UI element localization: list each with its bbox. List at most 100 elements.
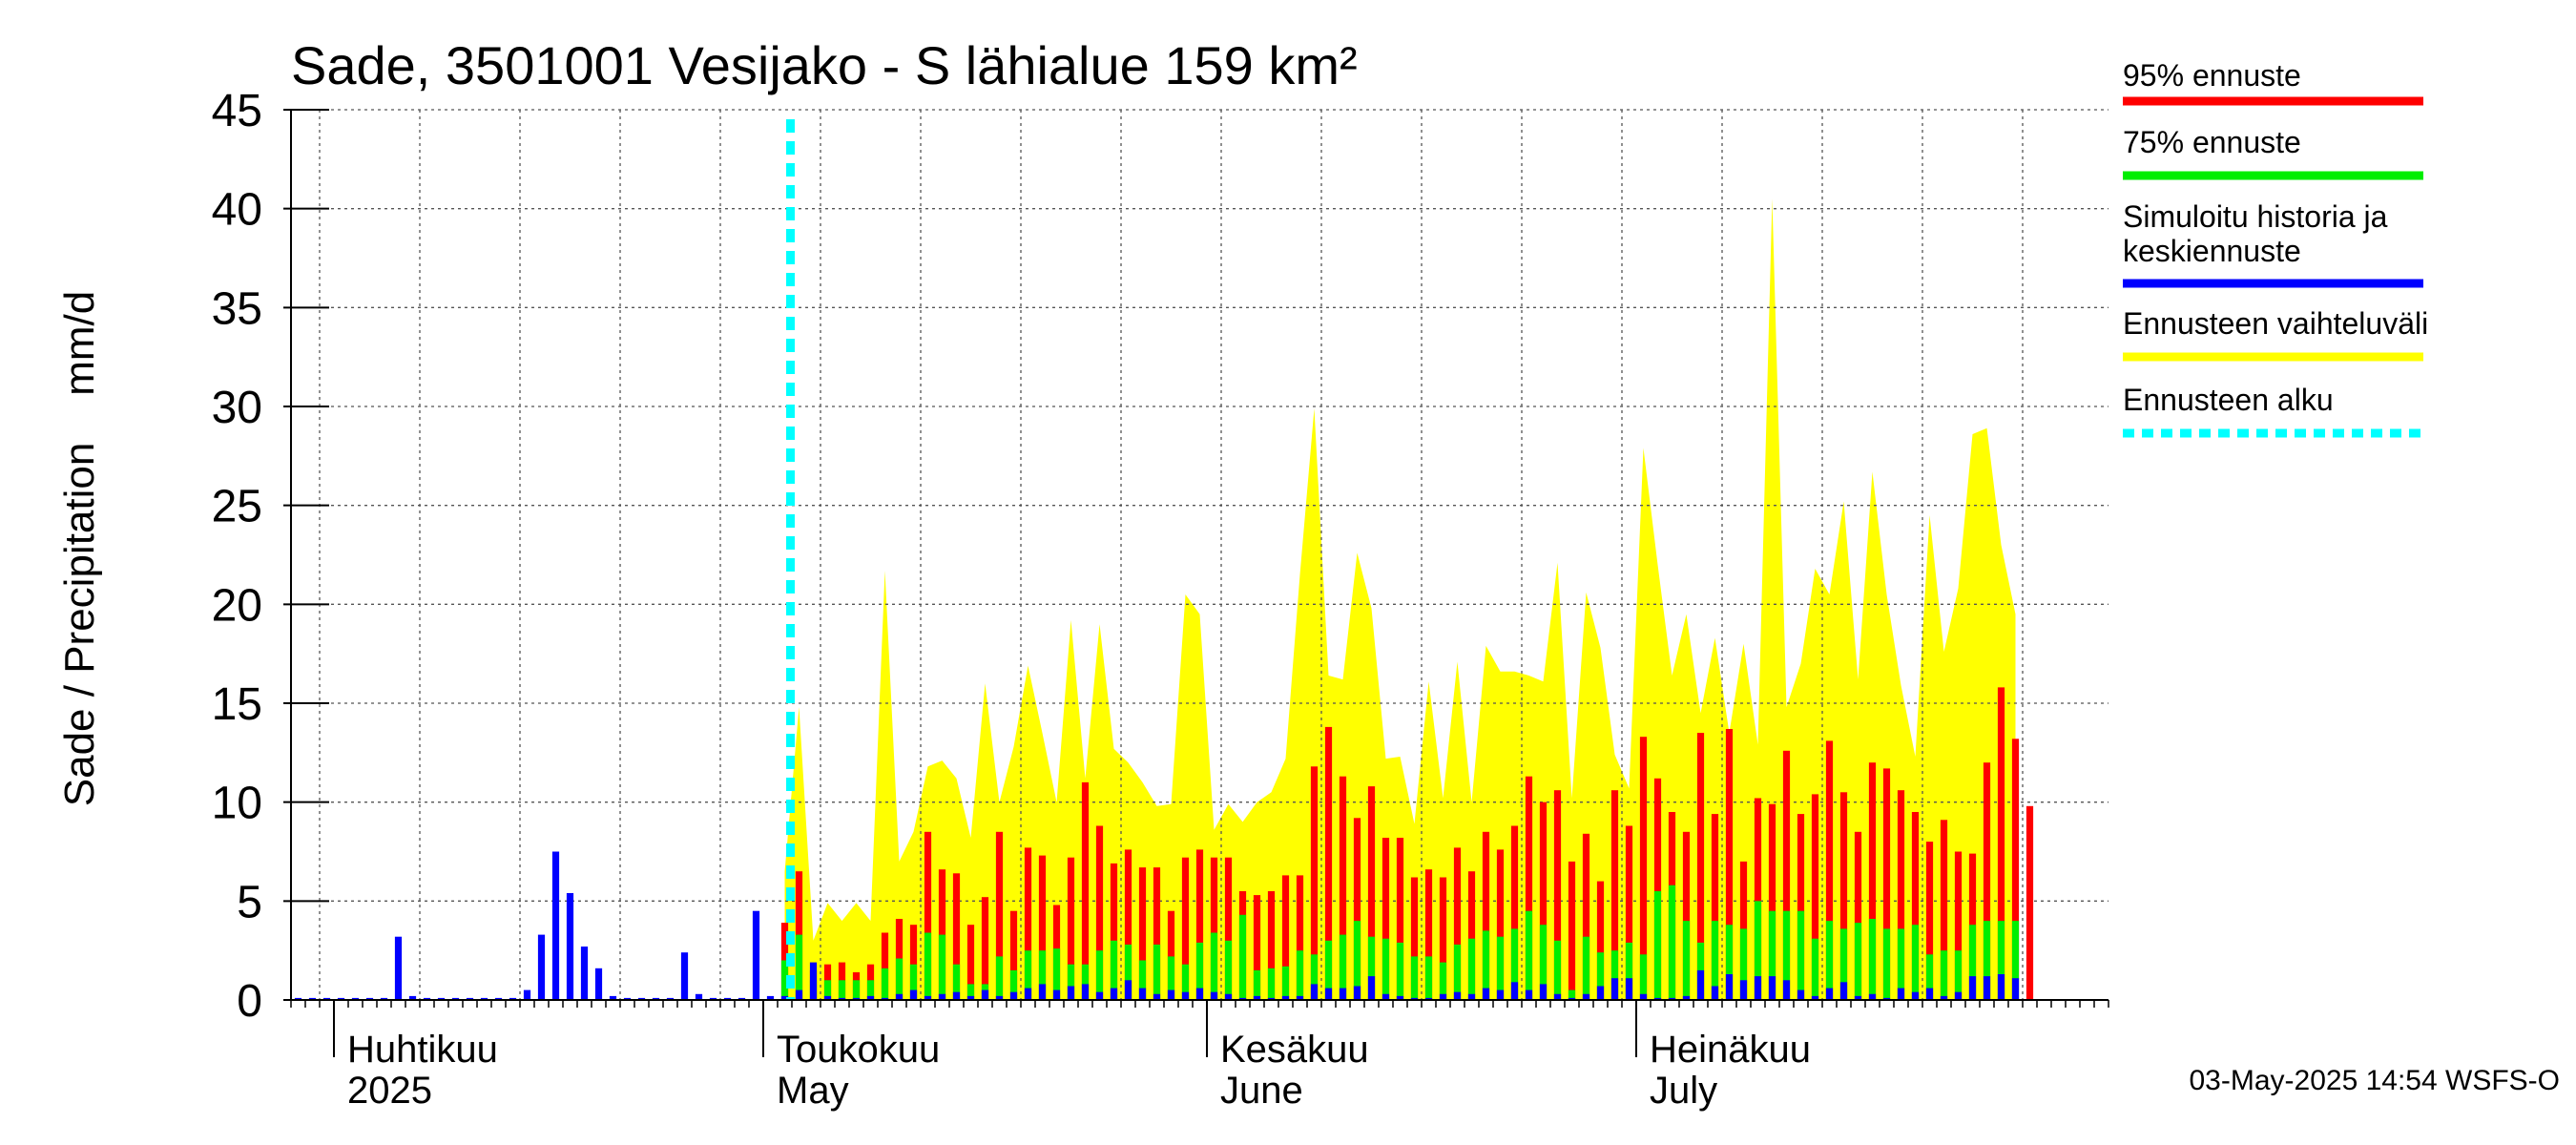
median-bar bbox=[1081, 984, 1090, 1000]
median-bar bbox=[1825, 988, 1834, 1000]
p75-bar bbox=[1668, 885, 1676, 1000]
p75-bar bbox=[1897, 928, 1905, 1000]
history-bar bbox=[537, 934, 546, 1000]
median-bar bbox=[1782, 980, 1791, 1000]
median-bar bbox=[1496, 989, 1505, 1000]
p95-bar bbox=[1009, 910, 1018, 1000]
y-tick-label: 20 bbox=[212, 580, 262, 631]
p95-bar bbox=[2011, 739, 2020, 1000]
p75-bar bbox=[1639, 954, 1648, 1000]
history-bar bbox=[623, 997, 632, 1000]
grid-layer bbox=[291, 109, 2109, 1000]
history-bar bbox=[695, 993, 703, 1000]
history-bar bbox=[709, 997, 717, 1000]
p75-bar bbox=[924, 932, 932, 1000]
history-bar bbox=[480, 997, 488, 1000]
p75-bar bbox=[1596, 952, 1605, 1000]
p75-bar bbox=[1839, 928, 1848, 1000]
chart-title: Sade, 3501001 Vesijako - S lähialue 159 … bbox=[291, 35, 1358, 95]
p95-bar bbox=[1625, 825, 1633, 1000]
median-bar bbox=[1882, 997, 1891, 1000]
median-bar bbox=[1653, 997, 1662, 1000]
median-bar bbox=[1367, 976, 1376, 1000]
axis-layer: 051015202530354045Huhtikuu2025ToukokuuMa… bbox=[212, 86, 2109, 1112]
history-bar bbox=[322, 997, 331, 1000]
median-bar bbox=[1296, 995, 1304, 1000]
p75-bar bbox=[995, 956, 1004, 1000]
p95-bar bbox=[1296, 875, 1304, 1000]
p95-bar bbox=[1682, 831, 1691, 1000]
median-bar bbox=[1310, 984, 1319, 1000]
p75-bar bbox=[1553, 940, 1562, 1000]
history-bar bbox=[466, 997, 474, 1000]
p95-bar bbox=[1882, 768, 1891, 1000]
median-bar bbox=[1482, 988, 1490, 1000]
p75-bar bbox=[1482, 930, 1490, 1000]
p95-bar bbox=[1367, 786, 1376, 1000]
p75-bar bbox=[1983, 921, 1991, 1000]
p75-bar bbox=[1725, 925, 1734, 1000]
p75-bar bbox=[1281, 966, 1290, 1000]
p95-bar bbox=[1339, 776, 1347, 1000]
p75-bar bbox=[1095, 950, 1104, 1000]
p75-bar bbox=[823, 980, 832, 1000]
median-bar bbox=[909, 989, 918, 1000]
y-tick-label: 25 bbox=[212, 482, 262, 532]
median-bar bbox=[1625, 978, 1633, 1000]
median-bar bbox=[1281, 995, 1290, 1000]
p75-bar bbox=[1296, 950, 1304, 1000]
history-bar bbox=[523, 989, 531, 1000]
history-bar bbox=[408, 995, 417, 1000]
p95-bar bbox=[1310, 766, 1319, 1000]
p95-bar bbox=[1997, 687, 2005, 1000]
history-bar bbox=[494, 997, 503, 1000]
median-bar bbox=[1768, 976, 1776, 1000]
median-bar bbox=[1181, 991, 1190, 1000]
p75-bar bbox=[1439, 962, 1447, 1000]
p75-bar bbox=[1653, 891, 1662, 1000]
median-bar bbox=[1167, 989, 1175, 1000]
p95-bar bbox=[1167, 910, 1175, 1000]
p95-bar bbox=[1954, 851, 1963, 1000]
median-bar bbox=[1568, 997, 1576, 1000]
p75-bar bbox=[795, 934, 803, 1000]
p95-bar bbox=[1768, 803, 1776, 1000]
median-bar bbox=[1396, 995, 1404, 1000]
p75-bar bbox=[1153, 944, 1161, 1000]
median-bar bbox=[780, 995, 789, 1000]
history-bar bbox=[365, 997, 374, 1000]
history-bar bbox=[680, 952, 689, 1000]
history-bar bbox=[337, 997, 345, 1000]
median-bar bbox=[1439, 993, 1447, 1000]
p75-bar bbox=[1138, 960, 1147, 1000]
p95-bar bbox=[1095, 825, 1104, 1000]
p95-bar bbox=[981, 897, 989, 1000]
y-tick-label: 5 bbox=[237, 877, 262, 927]
p95-bar bbox=[2025, 805, 2034, 1000]
p75-bar bbox=[1181, 964, 1190, 1000]
y-tick-label: 10 bbox=[212, 779, 262, 829]
history-bar bbox=[666, 997, 675, 1000]
p75-bar bbox=[1625, 942, 1633, 1000]
y-tick-label: 35 bbox=[212, 283, 262, 334]
history-bar bbox=[294, 997, 302, 1000]
p95-bar bbox=[1410, 877, 1419, 1000]
median-bar bbox=[1095, 991, 1104, 1000]
p75-bar bbox=[1124, 944, 1132, 1000]
p75-bar bbox=[1525, 910, 1533, 1000]
median-bar bbox=[1797, 989, 1805, 1000]
median-bar bbox=[1052, 989, 1061, 1000]
p75-bar bbox=[909, 964, 918, 1000]
median-bar bbox=[1267, 997, 1276, 1000]
median-bar bbox=[1253, 995, 1261, 1000]
p95-bar bbox=[1324, 726, 1333, 1000]
median-bar bbox=[966, 995, 975, 1000]
median-bar bbox=[1510, 982, 1519, 1000]
p75-bar bbox=[1453, 944, 1462, 1000]
median-bar bbox=[1224, 993, 1233, 1000]
p75-bar bbox=[1024, 950, 1032, 1000]
median-bar bbox=[1610, 978, 1619, 1000]
median-bar bbox=[1811, 995, 1819, 1000]
median-bar bbox=[1868, 993, 1877, 1000]
